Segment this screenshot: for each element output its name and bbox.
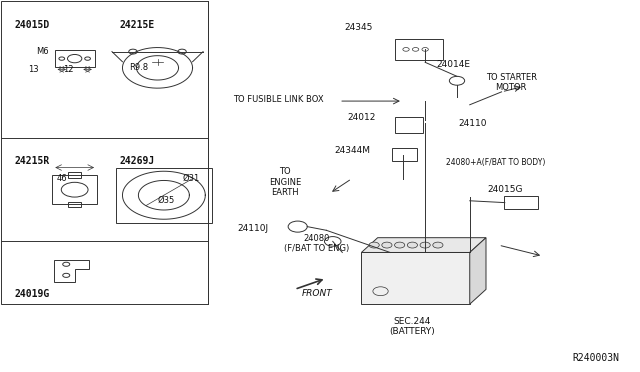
Text: 24015D: 24015D (14, 20, 49, 30)
Polygon shape (362, 238, 486, 253)
Text: 13: 13 (28, 65, 38, 74)
Text: R9.8: R9.8 (129, 63, 148, 72)
Text: 24344M: 24344M (334, 147, 370, 155)
FancyBboxPatch shape (362, 253, 470, 304)
Text: TO
ENGINE
EARTH: TO ENGINE EARTH (269, 167, 301, 197)
Circle shape (407, 242, 417, 248)
Text: 24269J: 24269J (119, 157, 154, 166)
Text: 12: 12 (63, 65, 74, 74)
Text: R240003N: R240003N (573, 353, 620, 363)
Text: 24012: 24012 (348, 113, 376, 122)
Bar (68, 202, 81, 208)
Circle shape (382, 242, 392, 248)
Bar (1, 1, 209, 304)
Text: Ø35: Ø35 (157, 196, 175, 205)
Bar (52, 175, 97, 205)
Text: M6: M6 (36, 47, 49, 56)
Circle shape (394, 242, 404, 248)
Text: 24110J: 24110J (237, 224, 269, 233)
Text: 24215E: 24215E (119, 20, 154, 30)
Text: 24345: 24345 (344, 23, 372, 32)
Text: Ø31: Ø31 (183, 174, 200, 183)
Text: 24014E: 24014E (437, 60, 471, 69)
Text: 24110: 24110 (459, 119, 487, 128)
Circle shape (369, 242, 380, 248)
Bar (116, 167, 212, 223)
Text: TO FUSIBLE LINK BOX: TO FUSIBLE LINK BOX (233, 95, 324, 104)
Text: 46: 46 (56, 174, 67, 183)
Circle shape (433, 242, 443, 248)
Text: 24080+A(F/BAT TO BODY): 24080+A(F/BAT TO BODY) (445, 157, 545, 167)
Text: SEC.244
(BATTERY): SEC.244 (BATTERY) (390, 317, 435, 336)
Text: 24019G: 24019G (14, 289, 49, 299)
Text: 24080
(F/BAT TO ENG): 24080 (F/BAT TO ENG) (284, 234, 349, 253)
Text: 24215R: 24215R (14, 157, 49, 166)
Polygon shape (470, 238, 486, 304)
Text: 24015G: 24015G (487, 185, 522, 194)
Circle shape (420, 242, 430, 248)
Text: TO STARTER
MOTOR: TO STARTER MOTOR (486, 73, 537, 92)
Bar (68, 172, 81, 178)
Text: FRONT: FRONT (301, 289, 332, 298)
